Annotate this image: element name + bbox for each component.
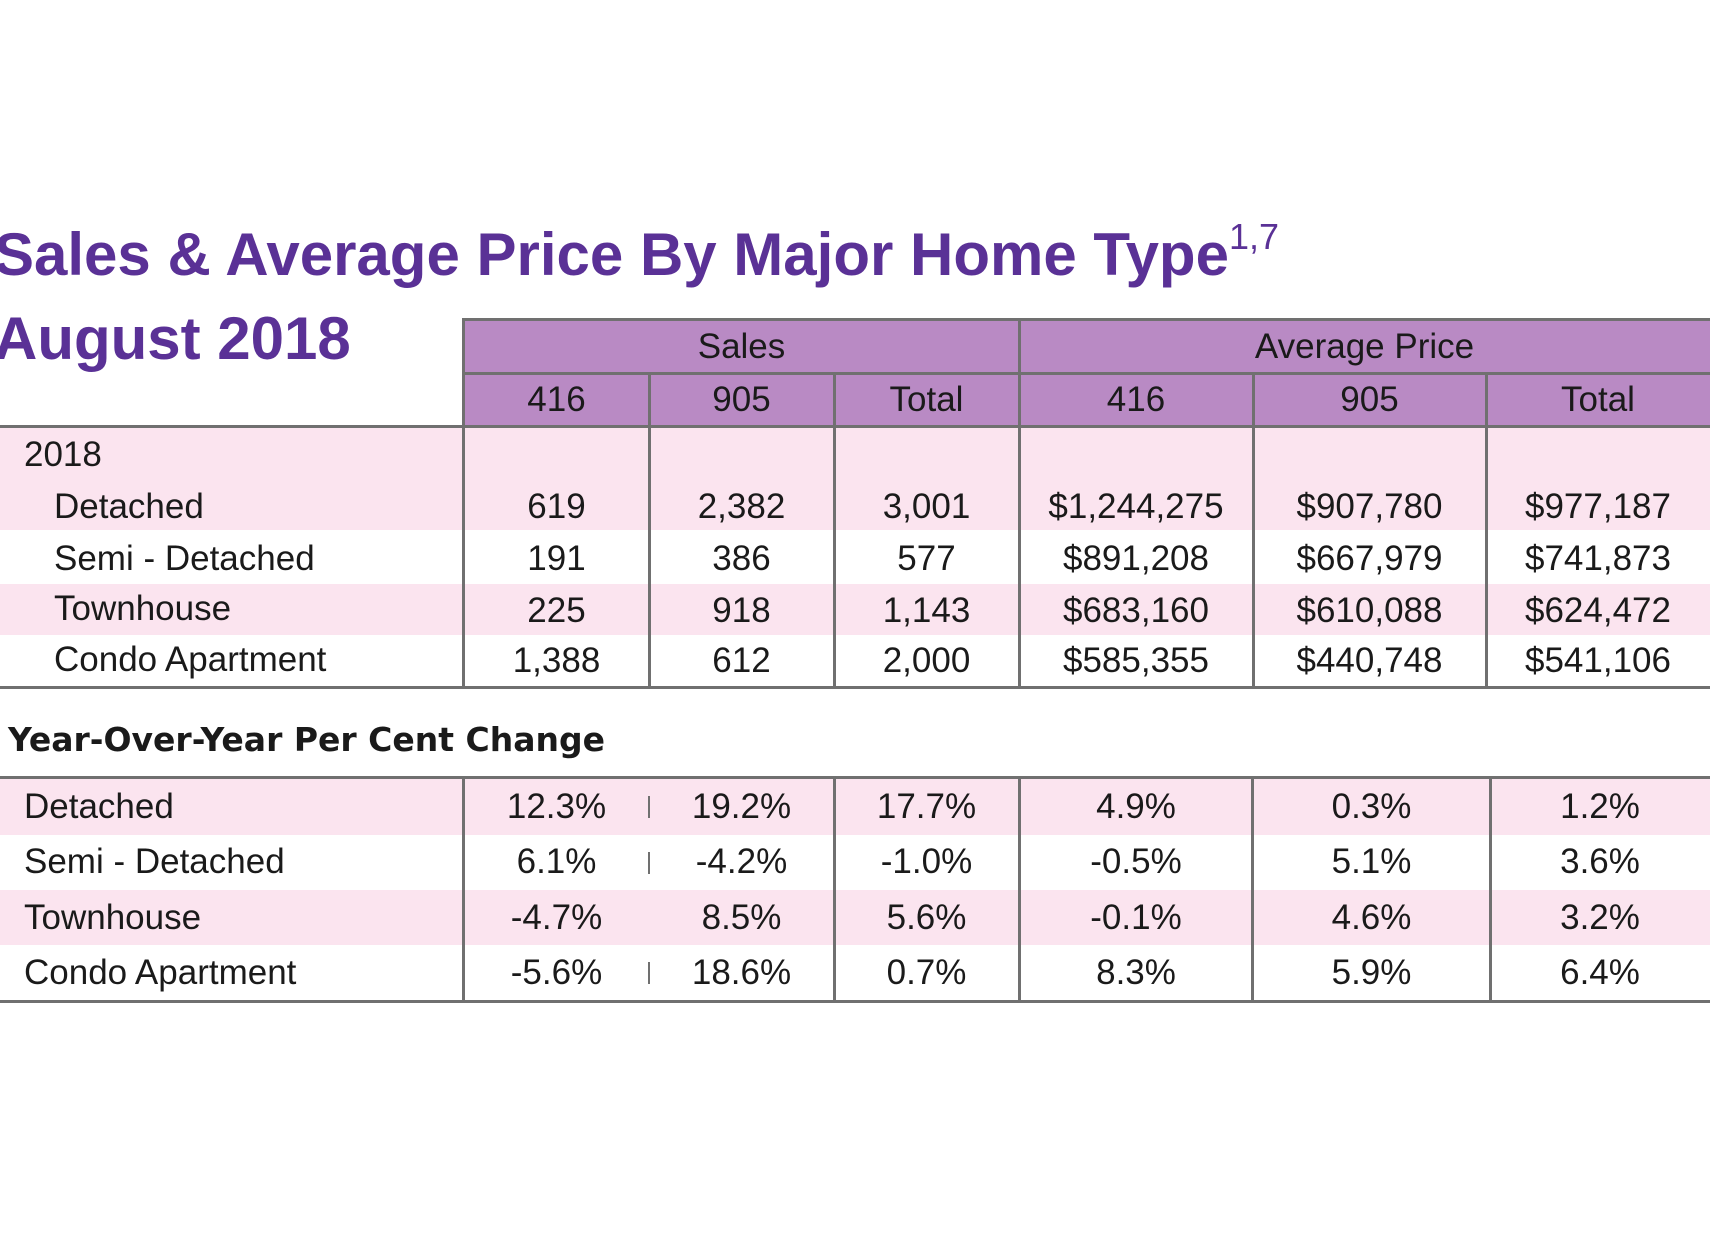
header-col-sales-total: Total [834,374,1019,426]
header-group-sales: Sales [464,321,1019,372]
table-col-divider [462,318,465,689]
cell-sales-905: 2,382 [697,487,786,526]
cell-sales-905: 19.2% [691,787,792,826]
table-tick [648,852,650,874]
header-col-sales-905: 905 [649,374,834,426]
cell-sales-416: -5.6% [510,953,603,992]
cell-sales-416: 225 [527,591,586,630]
header-col-sales-416: 416 [464,374,649,426]
table-divider [463,372,1710,375]
yoy-section-title: Year-Over-Year Per Cent Change [8,720,605,759]
table-col-divider [1485,372,1488,689]
cell-sales-905: 8.5% [701,898,782,937]
row-label: Semi - Detached [24,842,285,881]
cell-sales-total: 17.7% [876,787,977,826]
row-label: Condo Apartment [54,640,327,679]
cell-price-total: 3.6% [1560,842,1640,881]
table-col-divider [833,776,836,1003]
cell-sales-416: 1,388 [512,641,601,680]
cell-price-total: 6.4% [1560,953,1640,992]
cell-price-total: $741,873 [1525,539,1671,578]
table-col-divider [1018,776,1021,1003]
row-label: Condo Apartment [24,953,297,992]
cell-sales-905: 386 [712,539,771,578]
cell-price-905: $610,088 [1296,591,1443,630]
cell-price-905: 0.3% [1331,787,1412,826]
cell-price-416: $585,355 [1063,641,1209,680]
cell-sales-total: -1.0% [880,842,973,881]
cell-sales-416: 191 [527,539,586,578]
cell-price-416: 8.3% [1096,953,1176,992]
table-divider [0,425,1710,428]
cell-sales-905: 918 [712,591,771,630]
cell-price-total: 1.2% [1560,787,1640,826]
table-col-divider [1489,776,1492,1003]
row-label: Semi - Detached [54,539,315,578]
page-title: Sales & Average Price By Major Home Type… [0,219,1279,288]
cell-sales-416: 6.1% [516,842,597,881]
header-col-price-total: Total [1486,374,1710,426]
cell-sales-total: 577 [897,539,956,578]
cell-price-416: $683,160 [1063,591,1209,630]
table-border-top [0,776,1710,779]
year-label: 2018 [24,435,102,474]
cell-sales-416: 619 [527,487,586,526]
row-label: Townhouse [24,898,202,937]
cell-sales-416: -4.7% [510,898,603,937]
cell-sales-total: 0.7% [886,953,967,992]
cell-sales-total: 3,001 [882,487,971,526]
cell-sales-total: 2,000 [882,641,971,680]
table-border-top [463,318,1710,321]
table-col-divider [1251,776,1254,1003]
cell-price-905: $440,748 [1296,641,1443,680]
page-subtitle: August 2018 [0,305,351,372]
cell-price-416: 4.9% [1096,787,1176,826]
cell-sales-905: 612 [712,641,771,680]
table-col-divider [833,372,836,689]
title-text: Sales & Average Price By Major Home Type [0,221,1229,288]
cell-sales-416: 12.3% [506,787,607,826]
cell-price-416: -0.1% [1090,898,1182,937]
cell-price-905: $907,780 [1296,487,1443,526]
table-col-divider [1252,372,1255,689]
cell-sales-total: 5.6% [886,898,967,937]
cell-sales-905: -4.2% [695,842,788,881]
cell-sales-total: 1,143 [882,591,971,630]
table-border-bottom [0,686,1710,689]
cell-price-total: $541,106 [1525,641,1671,680]
cell-sales-905: 18.6% [691,953,792,992]
table-col-divider [1018,318,1021,689]
cell-price-total: $624,472 [1525,591,1671,630]
cell-price-total: $977,187 [1525,487,1671,526]
header-group-average-price: Average Price [1019,321,1710,372]
table-col-divider [462,776,465,1003]
cell-price-416: $1,244,275 [1048,487,1224,526]
cell-price-416: -0.5% [1090,842,1182,881]
cell-price-905: 5.1% [1331,842,1412,881]
cell-price-905: 5.9% [1331,953,1412,992]
table-tick [648,796,650,818]
header-col-price-905: 905 [1253,374,1486,426]
header-col-price-416: 416 [1019,374,1253,426]
table-col-divider [648,372,651,689]
row-label: Detached [54,487,204,526]
row-label: Detached [24,787,174,826]
table-tick [648,962,650,984]
title-footnote: 1,7 [1228,216,1279,257]
cell-price-905: 4.6% [1331,898,1412,937]
table-border-bottom [0,1000,1710,1003]
cell-price-total: 3.2% [1560,898,1640,937]
cell-price-905: $667,979 [1296,539,1443,578]
cell-price-416: $891,208 [1063,539,1209,578]
row-label: Townhouse [54,589,232,628]
